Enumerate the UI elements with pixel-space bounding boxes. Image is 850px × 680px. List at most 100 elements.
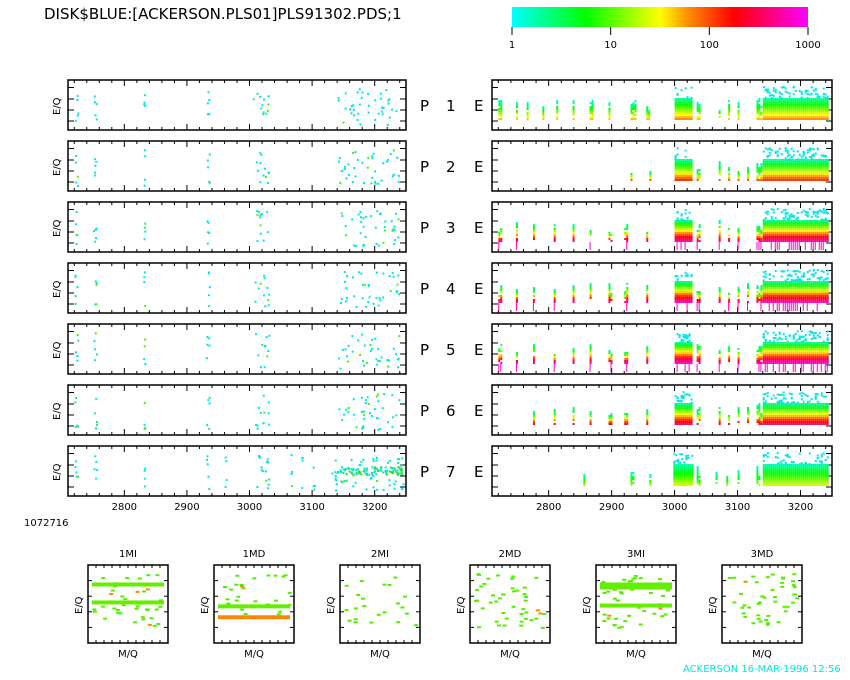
data-point (353, 114, 356, 117)
spectrum-cell (778, 232, 781, 234)
data-point (335, 479, 338, 482)
spectrum-cell (776, 230, 779, 232)
spectrum-cell (796, 344, 799, 346)
spectrum-cell (814, 106, 817, 108)
spectrum-cell (790, 104, 793, 106)
data-point (371, 157, 374, 160)
spectrum-cell (682, 118, 685, 120)
spectrum-cell (818, 332, 821, 335)
spectrum-cell (804, 89, 807, 92)
spectrum-cell (806, 100, 809, 102)
spectrum-cell (822, 171, 825, 173)
spectrum-cell (728, 354, 731, 356)
spectrum-cell (674, 405, 677, 407)
spectrum-cell (772, 116, 775, 118)
spectrum-cell (804, 163, 807, 165)
spectrum-cell (690, 285, 693, 287)
data-point (398, 472, 401, 475)
spectrum-cell (788, 295, 791, 297)
spectrum-cell (684, 177, 687, 179)
spectrum-tail (810, 242, 812, 250)
spectrum-cell (810, 228, 813, 230)
spectrum-cell (770, 342, 773, 344)
spectrum-cell (764, 98, 767, 100)
spectrum-cell (824, 230, 827, 232)
spectrum-cell (810, 226, 813, 228)
spectrum-cell (812, 173, 815, 175)
spectrum-cell (786, 297, 789, 299)
data-point (396, 457, 399, 460)
spectrum-cell (674, 238, 677, 240)
spectrum-cell (772, 208, 775, 211)
spectrum-cell (718, 352, 721, 354)
spectrum-cell (553, 240, 556, 242)
data-point (392, 470, 395, 473)
spectrum-cell (792, 104, 795, 106)
data-point (355, 244, 358, 247)
spectrum-cell (784, 240, 787, 242)
spectrum-cell (589, 285, 592, 287)
spectrum-cell (674, 344, 677, 346)
spectrum-cell (788, 301, 791, 303)
spectrum-cell (532, 417, 535, 419)
spectrum-cell (800, 279, 803, 282)
left-panel-5: E/Q (52, 323, 407, 375)
spectrum-cell (802, 240, 805, 242)
spectrum-cell (698, 177, 701, 179)
spectrum-tail (800, 364, 802, 372)
spectrum-cell (784, 354, 787, 356)
spectrum-cell (782, 165, 785, 167)
spectrum-cell (690, 112, 693, 114)
data-point (368, 296, 371, 299)
spectrum-tail (626, 364, 628, 372)
spectrum-cell (770, 97, 773, 100)
spectrum-cell (770, 238, 773, 240)
data-point (396, 156, 399, 159)
spectrum-cell (772, 238, 775, 240)
spectrum-cell (810, 358, 813, 360)
spectrum-cell (646, 238, 649, 240)
spectrum-cell (816, 352, 819, 354)
spectrum-cell (824, 104, 827, 106)
spectrum-cell (680, 167, 683, 169)
spectrum-tail (792, 364, 794, 372)
spectrum-cell (684, 232, 687, 234)
spectrum-cell (532, 291, 535, 293)
spectrum-cell (498, 350, 501, 352)
spectrum-tail (760, 364, 762, 372)
spectrum-cell (532, 226, 535, 228)
data-point (377, 469, 380, 472)
spectrum-cell (572, 415, 575, 417)
spectrum-cell (768, 358, 771, 360)
spectrum-cell (632, 114, 635, 116)
spectrum-cell (792, 346, 795, 348)
spectrum-cell (778, 171, 781, 173)
data-point (377, 400, 380, 403)
spectrum-cell (826, 297, 829, 299)
spectrum-cell (810, 175, 813, 177)
data-point (369, 349, 372, 352)
spectrum-cell (728, 240, 731, 242)
spectrum-cell (800, 301, 803, 303)
spectrum-cell (786, 358, 789, 360)
spectrum-cell (572, 293, 575, 295)
spectrum-cell (792, 297, 795, 299)
spectrum-cell (774, 106, 777, 108)
spectrum-cell (500, 354, 503, 356)
spectrum-cell (688, 177, 691, 179)
spectrum-cell (778, 238, 781, 240)
spectrum-cell (772, 87, 775, 90)
spectrum-cell (646, 423, 649, 425)
spectrum-cell (816, 165, 819, 167)
spectrum-cell (682, 177, 685, 179)
spectrum-cell (772, 340, 775, 343)
spectrum-cell (810, 238, 813, 240)
spectrum-cell (794, 289, 797, 291)
spectrum-cell (542, 106, 545, 108)
data-point (346, 355, 349, 358)
spectrum-cell (790, 228, 793, 230)
data-point (382, 471, 385, 474)
spectrum-cell (792, 354, 795, 356)
data-point (312, 466, 315, 469)
data-point (331, 472, 334, 475)
